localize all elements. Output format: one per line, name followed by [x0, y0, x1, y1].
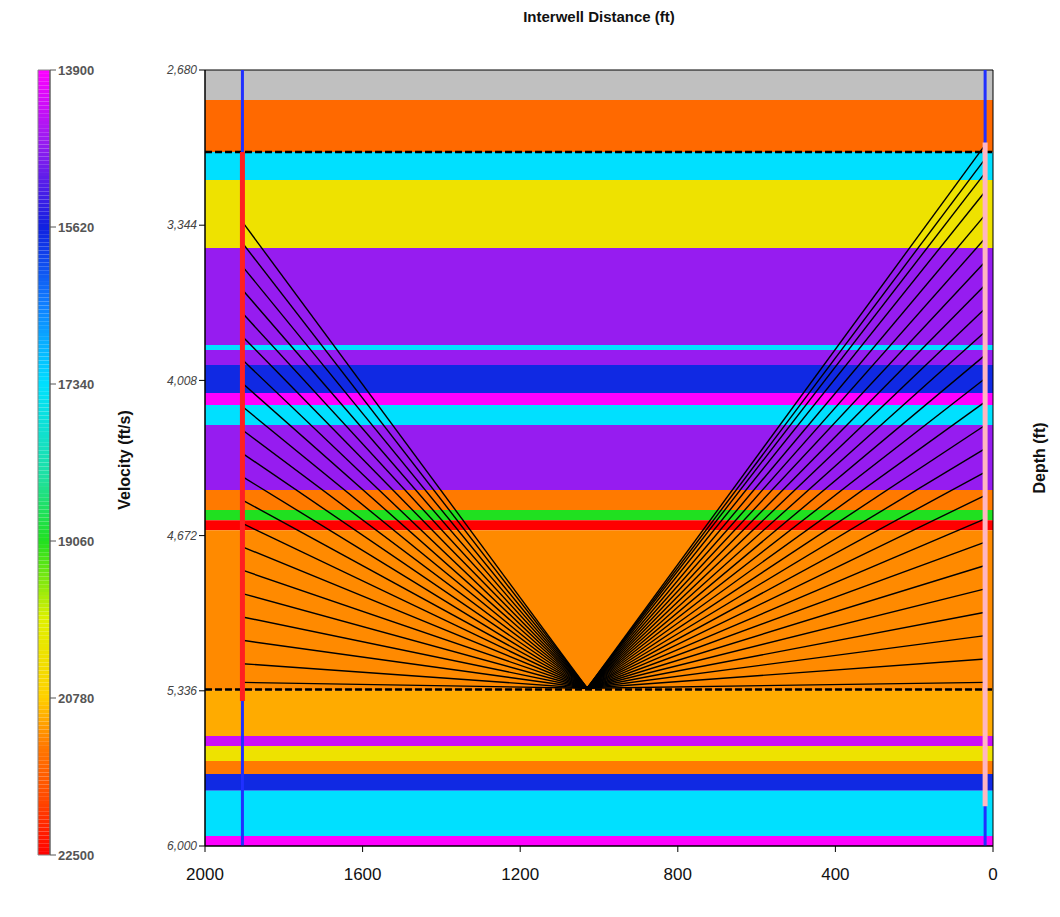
svg-text:13900: 13900 [58, 63, 94, 78]
html-text:Depth (ft): Depth (ft) [1031, 422, 1048, 494]
svg-text:22500: 22500 [58, 848, 94, 863]
svg-text:4,672: 4,672 [167, 529, 197, 543]
svg-text:0: 0 [988, 865, 997, 884]
svg-text:20780: 20780 [58, 691, 94, 706]
svg-text:2000: 2000 [186, 865, 224, 884]
svg-text:15620: 15620 [58, 220, 94, 235]
svg-text:4,008: 4,008 [167, 374, 197, 388]
svg-text:19060: 19060 [58, 534, 94, 549]
svg-text:1600: 1600 [344, 865, 382, 884]
svg-text:1200: 1200 [501, 865, 539, 884]
svg-text:17340: 17340 [58, 377, 94, 392]
html-text:Interwell Distance (ft): Interwell Distance (ft) [523, 8, 675, 25]
html-text:Velocity (ft/s): Velocity (ft/s) [116, 410, 133, 510]
svg-text:400: 400 [821, 865, 849, 884]
svg-text:6,000: 6,000 [167, 839, 197, 853]
svg-text:2,680: 2,680 [166, 63, 197, 77]
svg-text:3,344: 3,344 [167, 218, 197, 232]
svg-text:5,336: 5,336 [167, 684, 197, 698]
svg-text:800: 800 [664, 865, 692, 884]
